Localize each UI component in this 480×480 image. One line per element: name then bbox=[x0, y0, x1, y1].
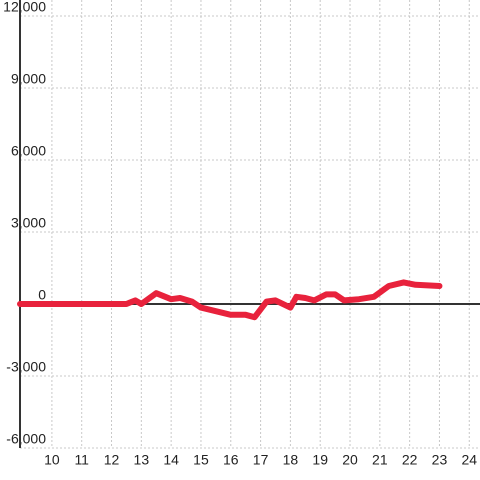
line bbox=[17, 279, 443, 321]
x-tick-label: 24 bbox=[461, 452, 477, 468]
x-tick-label: 20 bbox=[342, 452, 358, 468]
y-tick-label: -3,000 bbox=[6, 359, 46, 375]
x-tick-label: 21 bbox=[372, 452, 388, 468]
y-tick-label: 3,000 bbox=[11, 215, 46, 231]
y-tick-label: 6,000 bbox=[11, 143, 46, 159]
y-tick-label: 0 bbox=[38, 287, 46, 303]
x-tick-label: 14 bbox=[163, 452, 179, 468]
x-tick-label: 18 bbox=[283, 452, 299, 468]
y-tick-label: -6,000 bbox=[6, 431, 46, 447]
x-tick-label: 17 bbox=[253, 452, 269, 468]
x-tick-label: 13 bbox=[134, 452, 150, 468]
x-tick-label: 23 bbox=[432, 452, 448, 468]
x-tick-label: 22 bbox=[402, 452, 418, 468]
x-tick-label: 11 bbox=[74, 452, 89, 468]
x-tick-label: 15 bbox=[193, 452, 209, 468]
x-tick-label: 10 bbox=[44, 452, 60, 468]
y-tick-label: 12,000 bbox=[3, 0, 46, 15]
x-tick-label: 12 bbox=[104, 452, 120, 468]
y-tick-label: 9,000 bbox=[11, 71, 46, 87]
x-tick-label: 16 bbox=[223, 452, 239, 468]
x-tick-label: 19 bbox=[312, 452, 328, 468]
